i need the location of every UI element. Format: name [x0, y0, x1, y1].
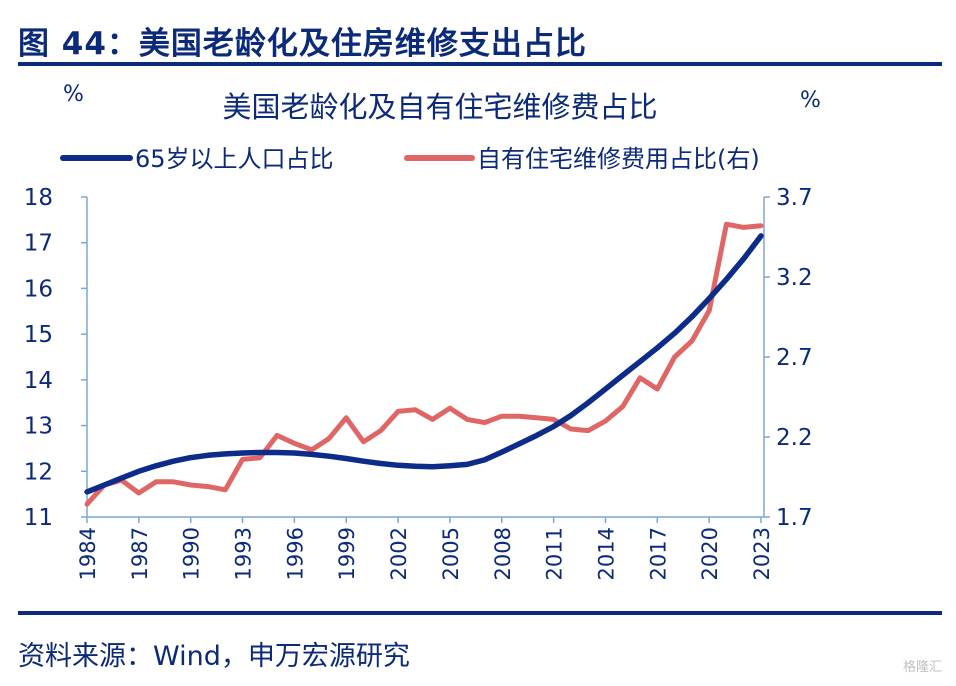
- series-line-aging: [84, 233, 764, 495]
- y-right-tick-label: 1.7: [776, 505, 813, 531]
- x-tick-label: 1993: [232, 527, 256, 580]
- bottom-divider: [18, 611, 942, 615]
- x-tick-label: 2005: [439, 527, 463, 580]
- x-tick-label: 2020: [698, 527, 722, 580]
- y-right-tick-label: 3.2: [776, 265, 813, 291]
- y-right-unit: %: [800, 88, 821, 113]
- x-tick-label: 2002: [387, 527, 411, 580]
- y-left-tick-label: 13: [24, 414, 53, 440]
- y-left-unit: %: [63, 82, 84, 107]
- x-tick-label: 2014: [594, 527, 618, 580]
- x-tick-label: 1984: [76, 527, 100, 580]
- x-tick-label: 2011: [543, 527, 567, 580]
- y-left-tick-label: 17: [24, 231, 53, 257]
- y-right-tick-label: 2.7: [776, 345, 813, 371]
- legend: 65岁以上人口占比 自有住宅维修费用占比(右): [60, 145, 760, 173]
- chart-title: 美国老龄化及自有住宅维修费占比: [222, 90, 657, 124]
- source-note: 资料来源：Wind，申万宏源研究: [18, 641, 410, 672]
- series-line-repair: [84, 221, 764, 507]
- y-left-tick-label: 12: [24, 459, 53, 485]
- x-tick-label: 1987: [128, 527, 152, 580]
- y-left-tick-label: 18: [24, 185, 53, 211]
- y-right-tick-label: 3.7: [776, 185, 813, 211]
- top-divider: [18, 62, 942, 66]
- y-left-tick-label: 11: [24, 505, 53, 531]
- x-tick-label: 1999: [335, 527, 359, 580]
- y-right-tick-label: 2.2: [776, 425, 813, 451]
- y-left-tick-label: 14: [24, 368, 53, 394]
- x-tick-label: 2017: [646, 527, 670, 580]
- y-left-tick-label: 16: [24, 276, 53, 302]
- legend-label: 65岁以上人口占比: [135, 145, 334, 173]
- y-left-tick-label: 15: [24, 322, 53, 348]
- x-tick-label: 1996: [283, 527, 307, 580]
- legend-label: 自有住宅维修费用占比(右): [477, 145, 760, 173]
- x-tick-label: 2008: [491, 527, 515, 580]
- axes: 11 12 13 14 15 16 17 18 1.7 2.2 2.7 3.2 3.7 1984 1987 1…: [24, 185, 813, 580]
- series-layer: [84, 221, 764, 507]
- chart: 美国老龄化及自有住宅维修费占比 % % 65岁以上人口占比 自有住宅维修费用占比(…: [24, 82, 821, 580]
- x-tick-label: 2023: [750, 527, 774, 580]
- x-tick-label: 1990: [180, 527, 204, 580]
- watermark: 格隆汇: [902, 660, 942, 675]
- figure-title: 图 44：美国老龄化及住房维修支出占比: [18, 26, 587, 62]
